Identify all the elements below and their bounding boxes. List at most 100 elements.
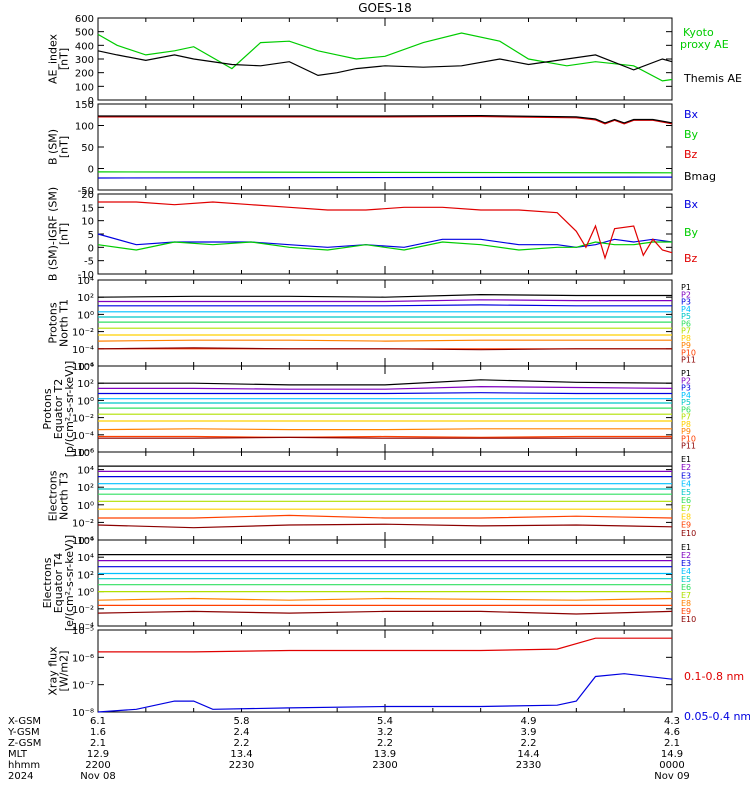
channel-label: P10	[681, 434, 696, 443]
channel-label: P9	[681, 427, 691, 436]
channel-label: E9	[681, 607, 691, 616]
series-line-p2	[98, 385, 673, 390]
channel-label: E10	[681, 529, 696, 538]
series-line-bx	[97, 176, 673, 179]
series-line-by	[97, 171, 673, 174]
y-tick-label: 10⁻⁶	[72, 362, 94, 373]
y-axis-label-line: North T1	[58, 299, 71, 347]
y-tick-label: 10⁰	[77, 501, 94, 512]
y-tick-label: -10	[78, 270, 94, 281]
y-tick-label: 5	[88, 230, 94, 241]
panel-frame	[97, 629, 673, 713]
x-axis-value: 6.1	[90, 716, 106, 727]
channel-label: P7	[681, 327, 691, 336]
channel-label: P8	[681, 334, 691, 343]
series-line-e10	[97, 610, 673, 615]
y-tick-label: 10⁴	[77, 553, 94, 564]
y-tick-label: 10⁴	[77, 362, 94, 373]
y-tick-label: 600	[75, 14, 94, 25]
y-tick-label: 0	[88, 165, 94, 176]
legend-label: By	[684, 128, 699, 141]
panel-2: -50 0 50 100 150 B (SM)[nT] Bx By Bz Bmag	[47, 100, 717, 197]
series-line-kyoto-proxy-ae	[97, 32, 673, 82]
series-line-p1	[98, 379, 673, 386]
series-line-by	[97, 241, 672, 251]
channel-label: P11	[681, 442, 696, 451]
y-tick-label: 300	[75, 55, 94, 66]
channel-label: P6	[681, 319, 691, 328]
channel-label: P4	[681, 305, 691, 314]
channel-label: E1	[681, 543, 691, 552]
x-axis-value: 2200	[85, 760, 110, 771]
legend-label: 0.05-0.4 nm	[684, 710, 750, 723]
y-axis-label-line: B (SM)	[47, 129, 60, 165]
panel-4: 10⁻⁶ 10⁻⁴ 10⁻² 10⁰ 10² 10⁴ ProtonsNorth T1 P1P2…	[47, 276, 697, 373]
series-line-e8	[97, 597, 673, 601]
channel-label: E8	[681, 512, 691, 521]
x-axis-value: 2.2	[521, 738, 537, 749]
y-axis-label-line: [nT]	[58, 223, 71, 245]
series-line-bz	[98, 115, 673, 125]
y-axis-label-line: [nT]	[58, 136, 71, 158]
channel-label: E10	[681, 615, 696, 624]
x-axis-value: 14.9	[661, 749, 683, 760]
channel-label: E3	[681, 471, 691, 480]
y-tick-label: 10⁻⁶	[72, 653, 94, 664]
panel-frame	[97, 17, 673, 101]
channel-label: E4	[681, 480, 691, 489]
x-axis-value: Nov 09	[654, 771, 689, 782]
x-axis-value: 5.4	[377, 716, 393, 727]
series-line-p9	[97, 339, 672, 342]
channel-label: P10	[681, 348, 696, 357]
y-axis-label: AE_index[nT]	[47, 33, 71, 84]
x-axis-value: 2.1	[664, 738, 680, 749]
legend-label: Bx	[684, 108, 699, 121]
y-tick-label: 10⁰	[77, 310, 94, 321]
y-tick-label: 10⁴	[77, 466, 94, 477]
channel-label: P7	[681, 413, 691, 422]
x-axis-row-label: Z-GSM	[8, 738, 41, 749]
x-axis-value: 4.9	[521, 716, 537, 727]
y-axis-label: B (SM)-IGRF (SM)[nT]	[47, 187, 71, 281]
y-tick-label: 10⁻⁸	[72, 708, 94, 719]
x-axis-row-label: hhmm	[8, 760, 40, 771]
channel-label: P8	[681, 420, 691, 429]
y-axis-label: ProtonsNorth T1	[47, 299, 71, 347]
y-tick-label: 200	[75, 69, 94, 80]
y-tick-label: 0	[88, 96, 94, 107]
y-axis-label-line: Protons	[47, 302, 60, 343]
legend-label: 0.1-0.8 nm	[684, 670, 744, 683]
y-axis-label: B (SM)[nT]	[47, 129, 71, 165]
channel-label: E5	[681, 575, 691, 584]
y-axis-label-line: [nT]	[58, 48, 71, 70]
y-axis-label: ElectronsEquator T4[e/(cm²-s-sr-keV)]	[41, 535, 76, 631]
y-tick-label: 15	[81, 203, 94, 214]
series-line-themis-ae	[97, 50, 673, 77]
channel-label: P5	[681, 312, 691, 321]
panel-frame	[97, 365, 673, 453]
channel-label: E3	[681, 559, 691, 568]
y-axis-label: ElectronsNorth T3	[47, 470, 71, 521]
y-tick-label: 10²	[77, 293, 94, 304]
panel-frame	[97, 451, 673, 541]
y-tick-label: 10⁻²	[72, 605, 94, 616]
y-tick-label: 10²	[77, 570, 94, 581]
series-line-p9	[97, 428, 672, 431]
x-axis-value: 2330	[516, 760, 541, 771]
y-tick-label: 100	[75, 122, 94, 133]
y-axis-label-line: North T3	[58, 472, 71, 520]
series-line-0-05-0-4-nm	[97, 673, 673, 713]
y-axis-label-line: Electrons	[41, 557, 54, 608]
channel-label: P9	[681, 341, 691, 350]
chart-title: GOES-18	[358, 1, 412, 15]
x-axis-value: 3.2	[377, 727, 393, 738]
y-tick-label: 100	[75, 82, 94, 93]
series-line-bz	[98, 201, 673, 261]
y-axis-label-line: AE_index	[47, 33, 60, 84]
y-axis-label: Xray flux[W/m2]	[47, 646, 71, 696]
x-axis-value: 4.3	[664, 716, 680, 727]
channel-label: E2	[681, 551, 691, 560]
series-line-p3	[98, 304, 672, 307]
x-axis-annotations: X-GSM 6.1 5.8 5.4 4.9 4.3 Y-GSM 1.6 2.4 3.2 3.9 4.6…	[7, 716, 690, 782]
